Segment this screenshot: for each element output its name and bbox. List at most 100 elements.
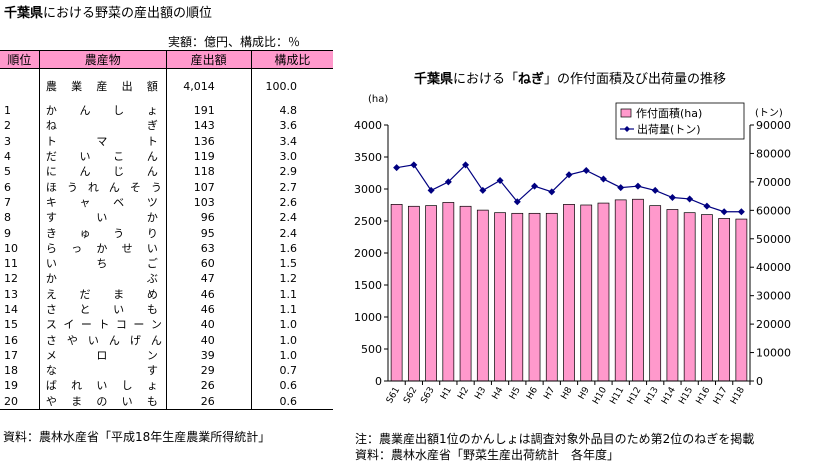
row-share: 2.6: [250, 194, 333, 211]
row-amount: 40: [165, 332, 252, 348]
page-title: 千葉県における野菜の産出額の順位: [4, 6, 213, 21]
row-rank: 20: [0, 393, 40, 410]
row-rank: 8: [4, 211, 11, 225]
row-amount: 119: [165, 148, 252, 165]
shipment-point: [703, 202, 711, 210]
row-crop: にんじん: [45, 165, 158, 179]
y-right-tick-label: 30000: [756, 290, 791, 303]
y-right-tick-label: 10000: [756, 347, 791, 360]
bar: [511, 212, 524, 382]
x-tick-label: H9: [577, 385, 592, 401]
y-left-tick-label: 1500: [354, 279, 382, 292]
row-share: 1.5: [250, 255, 333, 272]
table-row: 9 きゅうり 95 2.4: [0, 225, 333, 241]
bar: [632, 198, 644, 382]
x-tick-label: H10: [591, 385, 609, 406]
table-row: 3 トマト 136 3.4: [0, 133, 333, 149]
table-row: 11 いちご 60 1.5: [0, 255, 333, 272]
bar: [528, 212, 541, 382]
x-tick-label: H11: [609, 386, 627, 407]
x-tick-label: S61: [385, 386, 402, 406]
total-row: 農業産出額 4,014 100.0: [0, 68, 333, 103]
shipment-point: [634, 182, 642, 190]
total-amount: 4,014: [165, 68, 252, 103]
row-crop: ねぎ: [45, 119, 158, 133]
y-right-tick-label: 20000: [756, 318, 791, 331]
table-source: 資料：農林水産省「平成18年生産農業所得統計」: [3, 430, 271, 444]
shipment-point: [531, 182, 539, 190]
y-right-tick-label: 80000: [756, 147, 791, 160]
x-tick-label: H8: [560, 385, 575, 401]
bar: [476, 209, 489, 382]
shipment-point: [651, 186, 659, 194]
x-tick-label: H2: [456, 386, 471, 402]
row-rank: 17: [4, 348, 18, 362]
x-tick-label: H12: [626, 386, 644, 407]
row-rank: 4: [4, 150, 11, 164]
row-amount: 136: [165, 133, 252, 149]
table-row: 8 すいか 96 2.4: [0, 210, 333, 226]
row-crop: トマト: [45, 134, 158, 148]
row-crop: スイートコーン: [45, 318, 162, 332]
row-amount: 46: [165, 301, 252, 318]
chart-title: 千葉県における「ねぎ」の作付面積及び出荷量の推移: [413, 72, 727, 87]
x-tick-label: H3: [473, 386, 488, 402]
bar: [614, 199, 627, 382]
table-row: 16 さやいんげん 40 1.0: [0, 332, 333, 348]
header-rank: 順位: [0, 50, 40, 69]
bar: [718, 218, 731, 382]
bar: [494, 212, 506, 382]
row-share: 2.4: [250, 210, 333, 226]
x-tick-label: S63: [419, 386, 436, 406]
row-crop: ばれいしょ: [45, 379, 158, 393]
table-row: 2 ねぎ 143 3.6: [0, 118, 333, 134]
shipment-point: [617, 184, 625, 192]
row-rank: 11: [4, 257, 18, 271]
row-amount: 191: [165, 103, 252, 119]
row-crop: らっかせい: [45, 241, 158, 255]
y-left-tick-label: 1000: [354, 311, 382, 324]
bar: [390, 204, 403, 382]
row-rank: 18: [4, 364, 18, 378]
row-amount: 39: [165, 347, 252, 364]
row-crop: だいこん: [45, 150, 158, 164]
chart-note: 注：農業産出額1位のかんしょは調査対象外品目のため第2位のねぎを掲載: [355, 432, 755, 446]
y-right-unit: (トン): [755, 108, 783, 119]
shipment-point: [496, 176, 504, 184]
table-row: 12 かぶ 47 1.2: [0, 271, 333, 287]
row-amount: 26: [165, 393, 252, 410]
shipment-point: [720, 208, 728, 216]
y-left-tick-label: 2000: [354, 247, 382, 260]
y-right-tick-label: 40000: [756, 261, 791, 274]
row-share: 3.6: [250, 118, 333, 134]
y-left-unit: (ha): [368, 94, 388, 105]
y-right-tick-label: 70000: [756, 176, 791, 189]
y-left-tick-label: 500: [361, 343, 382, 356]
table-row: 7 キャベツ 103 2.6: [0, 194, 333, 211]
x-tick-label: H6: [525, 385, 540, 401]
y-left-tick-label: 3000: [354, 183, 382, 196]
y-left-tick-label: 2500: [354, 215, 382, 228]
row-amount: 26: [165, 378, 252, 394]
shipment-point: [479, 186, 487, 194]
table-row: 4 だいこん 119 3.0: [0, 148, 333, 165]
row-crop: いちご: [45, 257, 158, 271]
shipment-point: [582, 167, 590, 175]
row-rank: 14: [4, 303, 18, 316]
row-rank: 12: [4, 272, 18, 286]
x-tick-label: H7: [542, 386, 557, 402]
header-amount: 産出額: [165, 50, 252, 69]
table-row: 17 メロン 39 1.0: [0, 347, 333, 364]
bar: [459, 205, 472, 382]
shipment-point: [444, 178, 452, 186]
negi-chart: 0500100015002000250030003500400001000020…: [354, 94, 791, 407]
legend-box: [615, 102, 745, 140]
row-share: 0.6: [250, 393, 333, 410]
row-share: 0.6: [250, 378, 333, 394]
shipment-point: [668, 194, 676, 202]
row-rank: 2: [4, 119, 11, 133]
shipment-point: [737, 208, 745, 216]
table-row: 19 ばれいしょ 26 0.6: [0, 378, 333, 394]
row-amount: 143: [165, 118, 252, 134]
row-amount: 40: [165, 317, 252, 333]
